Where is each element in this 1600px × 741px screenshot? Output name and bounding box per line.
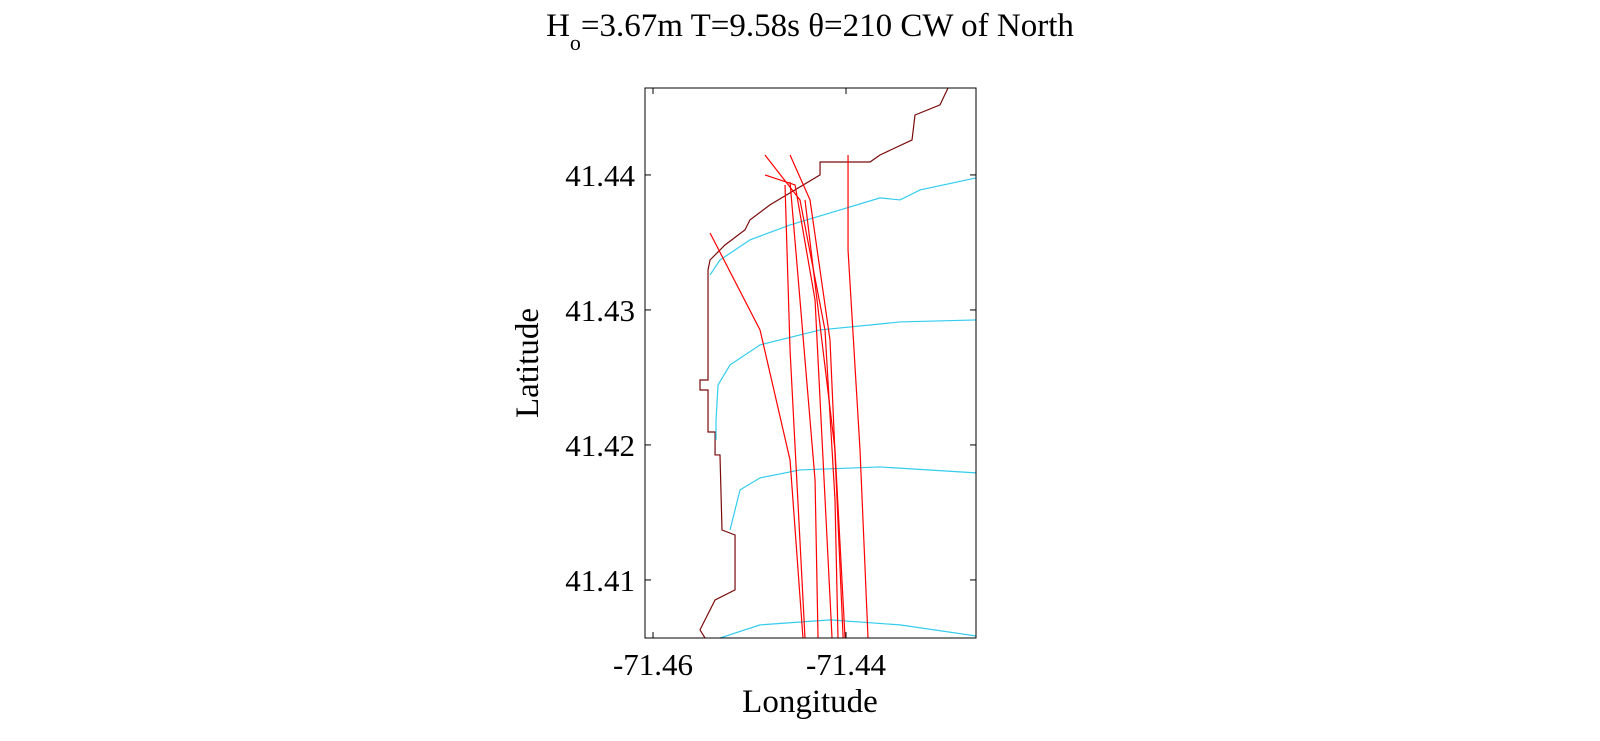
data-line: [729, 466, 977, 531]
data-line: [699, 87, 949, 639]
plot-frame: [644, 87, 977, 639]
y-tick-label: 41.44: [565, 158, 635, 193]
data-line: [719, 619, 977, 639]
y-tick-label: 41.43: [565, 293, 635, 328]
data-line: [804, 199, 846, 639]
title-part: =3.67m T=9.58s θ=210 CW of North: [581, 8, 1075, 44]
data-line: [709, 232, 804, 639]
data-line: [847, 154, 869, 639]
data-line: [715, 319, 977, 440]
data-line: [764, 174, 833, 639]
x-tick-label: -71.44: [806, 647, 887, 682]
chart-title: Ho=3.67m T=9.58s θ=210 CW of North: [546, 8, 1074, 55]
data-line: [709, 177, 977, 276]
y-axis-label: Latitude: [510, 308, 546, 418]
data-line: [764, 154, 839, 639]
x-axis-label: Longitude: [742, 684, 878, 720]
y-tick-label: 41.41: [565, 563, 635, 598]
data-line: [789, 181, 819, 639]
x-tick-label: -71.46: [613, 647, 693, 682]
data-line: [784, 184, 806, 639]
title-subscript: o: [570, 30, 581, 55]
y-tick-label: 41.42: [565, 428, 635, 463]
title-part: H: [546, 8, 570, 44]
